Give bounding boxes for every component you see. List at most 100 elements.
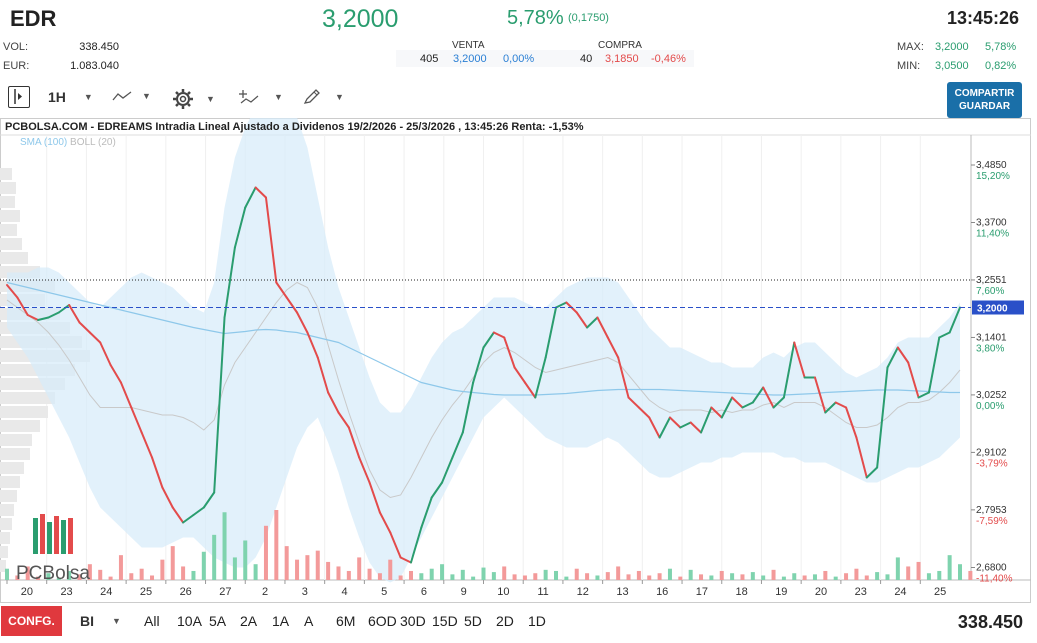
volume-profile-bar — [0, 560, 6, 572]
volume-bar — [295, 559, 300, 580]
period-button-10a[interactable]: 10A — [177, 613, 202, 629]
chevron-down-icon: ▼ — [206, 94, 215, 104]
volume-bar — [450, 574, 455, 580]
period-button-1d[interactable]: 1D — [528, 613, 546, 629]
price-segment — [26, 314, 40, 321]
volume-bar — [326, 561, 331, 580]
vol-label: VOL: — [3, 41, 29, 53]
y-tick-percent: -7,59% — [976, 516, 1008, 527]
x-tick-label: 3 — [302, 586, 308, 598]
volume-profile-bar — [0, 196, 15, 208]
chevron-down-icon: ▼ — [83, 92, 93, 102]
price-segment — [171, 506, 185, 524]
volume-bar — [574, 568, 579, 580]
volume-bar — [895, 557, 900, 580]
price-segment — [233, 206, 247, 249]
period-button-5a[interactable]: 5A — [209, 613, 227, 629]
venta-price: 3,2000 — [453, 53, 487, 65]
price-segment — [865, 466, 879, 479]
period-button-all[interactable]: All — [144, 613, 160, 629]
price-segment — [751, 386, 765, 404]
volume-profile-bar — [0, 532, 10, 544]
chart-title: PCBOLSA.COM - EDREAMS Intradia Lineal Aj… — [5, 121, 584, 133]
volume-bar — [543, 569, 548, 580]
config-button[interactable]: CONFG. — [1, 606, 62, 636]
volume-bar — [491, 572, 496, 580]
price-segment — [907, 361, 920, 399]
volume-bar — [678, 576, 683, 580]
price-segment — [275, 281, 288, 299]
price-segment — [140, 431, 154, 459]
volume-bar — [357, 557, 362, 580]
price-segment — [337, 411, 350, 429]
volume-bar — [170, 546, 175, 580]
price-segment — [534, 356, 547, 399]
volume-bar — [771, 569, 776, 580]
volume-profile-bar — [0, 504, 14, 516]
volume-bar — [274, 510, 279, 580]
volume-bar — [305, 555, 310, 580]
period-button-15d[interactable]: 15D — [432, 613, 458, 629]
period-button-30d[interactable]: 30D — [400, 613, 426, 629]
price-segment — [658, 416, 671, 439]
volume-bar — [699, 574, 704, 580]
chevron-down-icon: ▼ — [274, 92, 283, 102]
volume-bar — [87, 564, 92, 580]
chart-legend: SMA (100) BOLL (20) — [20, 137, 116, 148]
x-tick-label: 10 — [497, 586, 509, 598]
volume-bar — [533, 573, 538, 580]
min-pct: 0,82% — [985, 60, 1017, 72]
y-tick-percent: -3,79% — [976, 458, 1008, 469]
period-button-a[interactable]: A — [304, 613, 314, 629]
period-button-2a[interactable]: 2A — [240, 613, 258, 629]
price-segment — [327, 391, 340, 414]
price-segment — [492, 331, 506, 339]
period-button-2d[interactable]: 2D — [496, 613, 514, 629]
volume-bar — [419, 573, 424, 580]
price-segment — [627, 396, 640, 409]
chart-type-select[interactable]: ▼ — [112, 89, 151, 103]
sidebar-toggle-icon[interactable] — [8, 86, 30, 108]
volume-bar — [937, 570, 942, 580]
last-price-tag-label: 3,2000 — [977, 304, 1008, 315]
gear-icon — [173, 89, 193, 109]
volume-bar — [77, 574, 82, 580]
volume-bar — [781, 576, 786, 580]
volume-bar — [367, 568, 372, 580]
y-tick-percent: 7,60% — [976, 286, 1004, 297]
volume-bar — [616, 566, 621, 580]
price-segment — [741, 401, 754, 409]
volume-profile-bar — [0, 448, 30, 460]
y-tick-percent: 0,00% — [976, 401, 1004, 412]
price-segment — [845, 406, 858, 439]
volume-bar — [67, 570, 72, 580]
period-button-5d[interactable]: 5D — [464, 613, 482, 629]
interval-select[interactable]: 1H ▼ — [48, 89, 93, 105]
drawing-tools-select[interactable]: ▼ — [303, 89, 344, 105]
price-segment — [37, 316, 50, 321]
period-button-6od[interactable]: 6OD — [368, 613, 397, 629]
period-button-6m[interactable]: 6M — [336, 613, 356, 629]
volume-bar — [844, 573, 849, 580]
volume-bar — [408, 570, 413, 580]
price-segment — [57, 304, 71, 314]
volume-bar — [585, 573, 590, 580]
volume-bar — [916, 561, 921, 580]
indicators-select[interactable]: ▼ — [238, 89, 283, 105]
price-segment — [88, 331, 102, 344]
share-save-button[interactable]: COMPARTIR GUARDAR — [947, 82, 1022, 118]
volume-bar — [636, 570, 641, 580]
x-tick-label: 24 — [100, 586, 112, 598]
volume-bar — [554, 570, 559, 580]
quote-time: 13:45:26 — [946, 8, 1019, 28]
price-segment — [472, 346, 485, 384]
volume-bar — [833, 576, 838, 580]
price-segment — [896, 346, 910, 364]
bi-select[interactable]: BI ▼ — [80, 613, 121, 629]
settings-select[interactable]: ▼ — [172, 88, 215, 110]
y-tick-label: 2,7953 — [976, 505, 1007, 516]
venta-qty: 405 — [420, 53, 439, 65]
price-segment — [648, 416, 661, 439]
period-button-1a[interactable]: 1A — [272, 613, 290, 629]
